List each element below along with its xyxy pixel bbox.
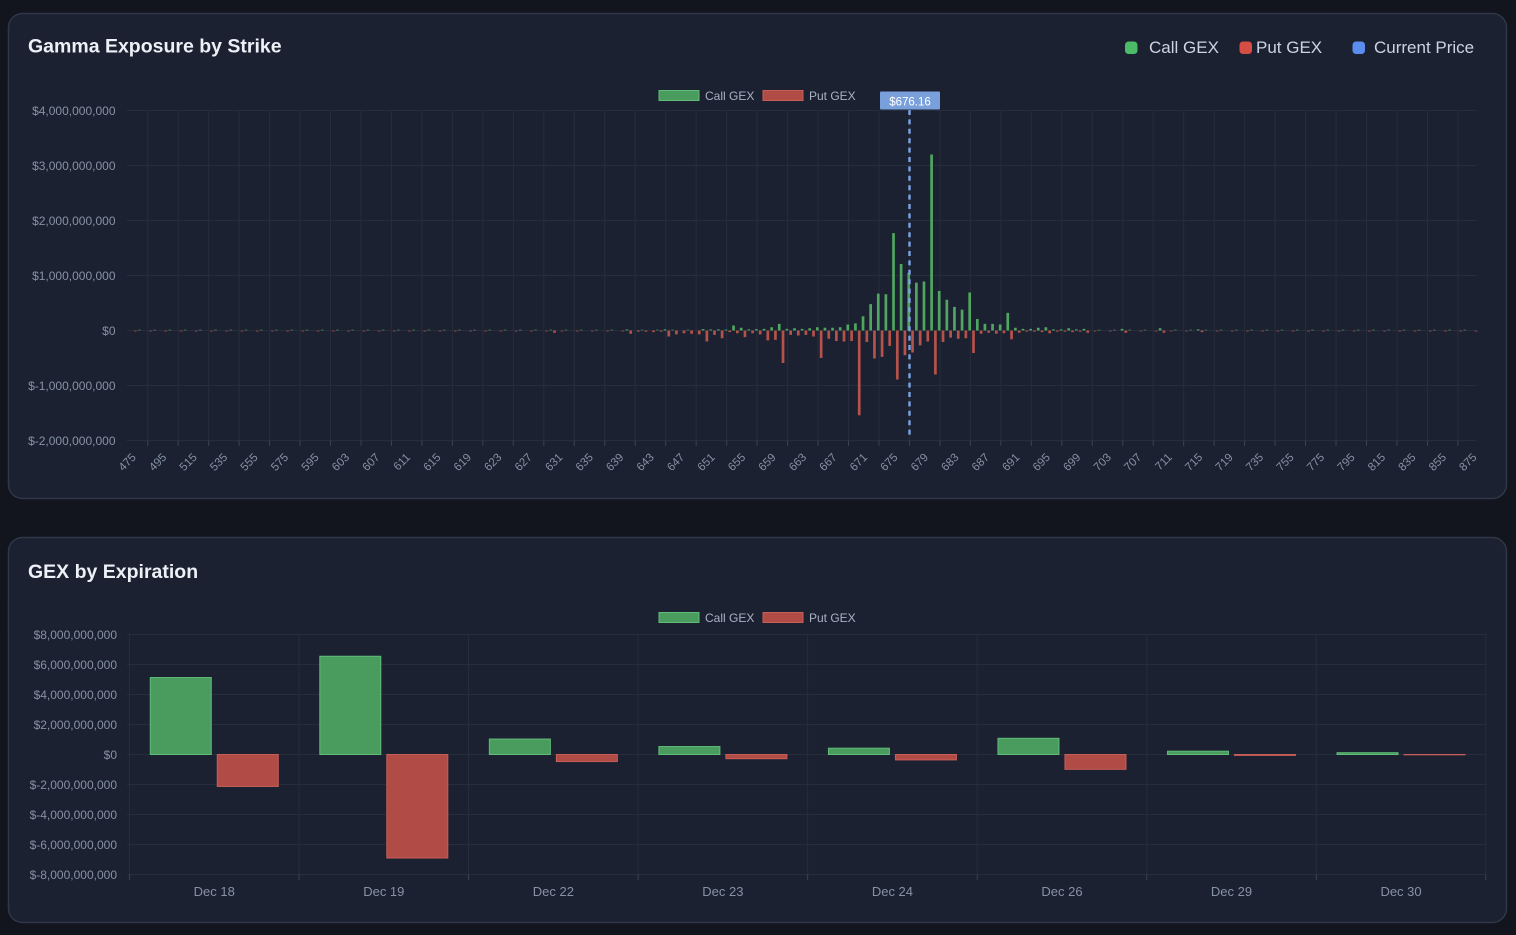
svg-text:$8,000,000,000: $8,000,000,000 [34, 628, 118, 642]
svg-text:Call GEX: Call GEX [705, 611, 754, 625]
svg-text:Dec 24: Dec 24 [872, 884, 913, 899]
svg-text:$1,000,000,000: $1,000,000,000 [32, 269, 116, 283]
svg-text:$-4,000,000,000: $-4,000,000,000 [30, 808, 118, 822]
svg-text:$3,000,000,000: $3,000,000,000 [32, 159, 116, 173]
svg-text:Call GEX: Call GEX [1149, 38, 1219, 57]
svg-text:$-8,000,000,000: $-8,000,000,000 [30, 868, 118, 882]
svg-text:Put GEX: Put GEX [809, 611, 856, 625]
svg-text:$2,000,000,000: $2,000,000,000 [34, 718, 118, 732]
svg-text:Dec 19: Dec 19 [363, 884, 404, 899]
svg-text:$676.16: $676.16 [889, 97, 931, 109]
svg-text:Dec 30: Dec 30 [1380, 884, 1421, 899]
svg-text:Gamma Exposure by Strike: Gamma Exposure by Strike [28, 36, 282, 58]
svg-text:$-2,000,000,000: $-2,000,000,000 [30, 778, 118, 792]
svg-text:$0: $0 [104, 748, 118, 762]
svg-text:Call GEX: Call GEX [705, 89, 754, 103]
svg-text:$6,000,000,000: $6,000,000,000 [34, 658, 118, 672]
svg-text:$0: $0 [102, 324, 116, 338]
svg-text:$-1,000,000,000: $-1,000,000,000 [28, 379, 116, 393]
svg-text:Put GEX: Put GEX [809, 89, 856, 103]
svg-text:$-2,000,000,000: $-2,000,000,000 [28, 434, 116, 448]
svg-text:Dec 22: Dec 22 [533, 884, 574, 899]
svg-text:Dec 23: Dec 23 [702, 884, 743, 899]
svg-text:Put GEX: Put GEX [1256, 38, 1322, 57]
svg-text:$2,000,000,000: $2,000,000,000 [32, 214, 116, 228]
svg-text:$4,000,000,000: $4,000,000,000 [32, 104, 116, 118]
svg-text:Dec 26: Dec 26 [1041, 884, 1082, 899]
svg-text:Dec 29: Dec 29 [1211, 884, 1252, 899]
svg-text:$4,000,000,000: $4,000,000,000 [34, 688, 118, 702]
svg-text:GEX by Expiration: GEX by Expiration [28, 561, 198, 583]
svg-text:Dec 18: Dec 18 [194, 884, 235, 899]
svg-text:Current Price: Current Price [1374, 38, 1474, 57]
svg-text:$-6,000,000,000: $-6,000,000,000 [30, 838, 118, 852]
